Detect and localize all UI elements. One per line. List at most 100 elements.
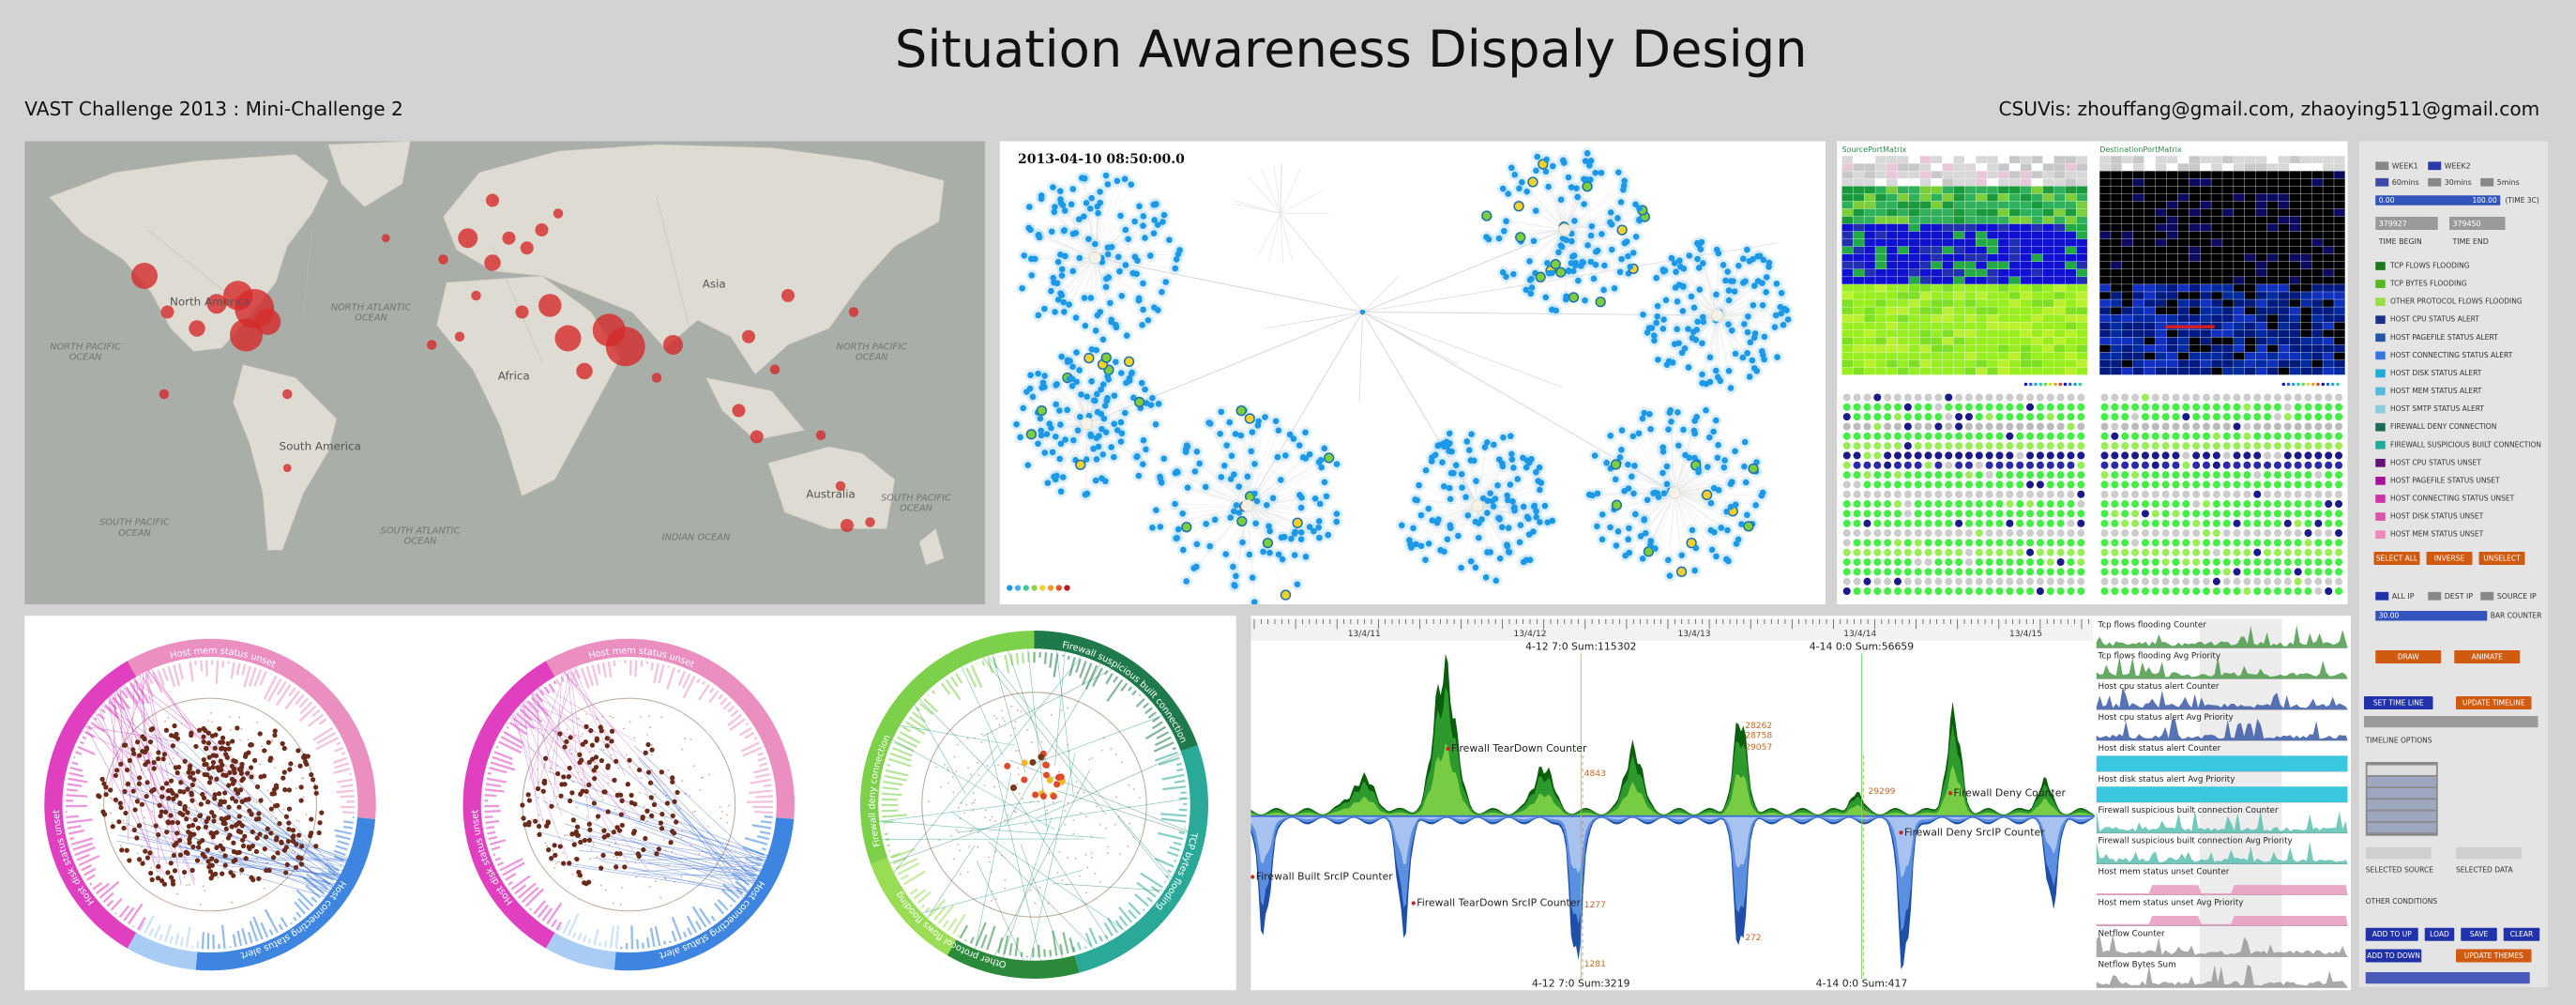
event-circle xyxy=(486,193,499,207)
matrix-cell xyxy=(2111,337,2122,345)
node xyxy=(1781,305,1788,312)
node xyxy=(1151,217,1158,223)
matrix-cell xyxy=(2144,359,2156,368)
port-dot xyxy=(1863,510,1871,518)
matrix-cell xyxy=(1864,299,1875,307)
matrix-cell xyxy=(2211,156,2222,163)
port-dot xyxy=(1884,558,1892,567)
matrix-cell xyxy=(2200,208,2211,217)
node xyxy=(1725,321,1732,328)
event-circle xyxy=(458,228,478,249)
matrix-cell xyxy=(2031,329,2043,338)
node xyxy=(1086,205,1094,212)
node xyxy=(1675,566,1688,577)
port-dot xyxy=(2325,451,2333,460)
matrix-cell xyxy=(1942,253,1954,262)
matrix-cell xyxy=(2200,352,2211,360)
matrix-cell xyxy=(1987,277,1998,284)
matrix-cell xyxy=(1919,186,1932,194)
node xyxy=(1041,373,1048,379)
matrix-cell xyxy=(2042,292,2054,299)
node xyxy=(1104,181,1112,188)
matrix-cell xyxy=(2122,314,2133,322)
matrix-cell xyxy=(1898,193,1909,202)
matrix-cell xyxy=(1987,292,1998,299)
port-dot xyxy=(1955,422,1963,431)
link xyxy=(1052,231,1096,258)
link xyxy=(1086,423,1138,457)
node xyxy=(1542,294,1550,301)
port-dot xyxy=(1995,461,2004,469)
port-dot xyxy=(2131,451,2140,460)
node xyxy=(1483,439,1491,446)
port-dot xyxy=(1924,586,1932,596)
matrix-cell xyxy=(2065,322,2077,330)
port-dot xyxy=(2294,393,2302,402)
matrix-cell xyxy=(2311,322,2323,330)
port-dot xyxy=(2077,500,2085,509)
event-circle xyxy=(605,327,645,367)
matrix-cell xyxy=(1964,352,1976,360)
scale-dot xyxy=(2286,382,2291,387)
matrix-cell xyxy=(2076,231,2087,239)
matrix-cell xyxy=(2053,163,2066,171)
port-dot xyxy=(2243,471,2251,480)
matrix-cell xyxy=(2166,277,2178,284)
timeline-panel xyxy=(1250,616,2351,991)
matrix-cell xyxy=(2189,269,2200,277)
port-dot xyxy=(2016,529,2024,538)
matrix-cell xyxy=(2122,277,2133,284)
matrix-cell xyxy=(2189,178,2200,187)
port-dot xyxy=(2077,432,2085,440)
node xyxy=(1527,290,1535,297)
matrix-cell xyxy=(1942,284,1954,292)
port-dot xyxy=(1903,539,1912,547)
matrix-cell xyxy=(2111,344,2122,353)
node xyxy=(1315,524,1322,531)
matrix-cell xyxy=(2200,216,2211,224)
port-dot xyxy=(1853,403,1861,411)
port-dot xyxy=(2243,519,2251,527)
matrix-cell xyxy=(2042,163,2054,171)
matrix-cell xyxy=(2132,314,2144,322)
matrix-cell xyxy=(1864,284,1875,292)
node xyxy=(1262,414,1268,420)
matrix-cell xyxy=(2200,307,2211,314)
port-dot xyxy=(1985,586,1993,596)
node xyxy=(1741,321,1748,327)
matrix-cell xyxy=(2132,307,2144,314)
node xyxy=(1041,305,1048,312)
node xyxy=(1154,221,1161,229)
port-dot xyxy=(1975,403,1983,411)
matrix-cell xyxy=(2255,284,2267,292)
matrix-cell xyxy=(2266,253,2279,262)
matrix-cell xyxy=(2311,156,2323,163)
label: VAST Challenge 2013 : Mini-Challenge 2 xyxy=(24,98,403,120)
port-dot xyxy=(2264,461,2272,469)
matrix-cell xyxy=(1853,284,1864,292)
node xyxy=(1458,470,1465,478)
matrix-cell xyxy=(1976,231,1987,239)
matrix-cell xyxy=(2222,277,2234,284)
matrix-cell xyxy=(2177,367,2190,375)
port-dot xyxy=(2100,519,2109,527)
port-dot xyxy=(2314,461,2323,469)
event-circle xyxy=(282,464,292,473)
port-dot xyxy=(1995,422,2004,431)
matrix-cell xyxy=(2155,322,2167,330)
matrix-cell xyxy=(2189,344,2200,353)
node xyxy=(1714,454,1721,462)
matrix-cell xyxy=(1898,231,1909,239)
node xyxy=(1591,452,1599,459)
node xyxy=(1143,446,1149,453)
node xyxy=(1121,175,1129,183)
port-dot xyxy=(2100,413,2109,421)
port-dot xyxy=(2056,393,2065,402)
node xyxy=(1523,513,1531,521)
cluster-center xyxy=(1558,223,1571,236)
matrix-cell xyxy=(1998,156,2009,163)
port-dot xyxy=(2151,393,2159,402)
event-circle xyxy=(160,305,174,319)
port-dot xyxy=(1884,529,1892,538)
matrix-cell xyxy=(1942,231,1954,239)
